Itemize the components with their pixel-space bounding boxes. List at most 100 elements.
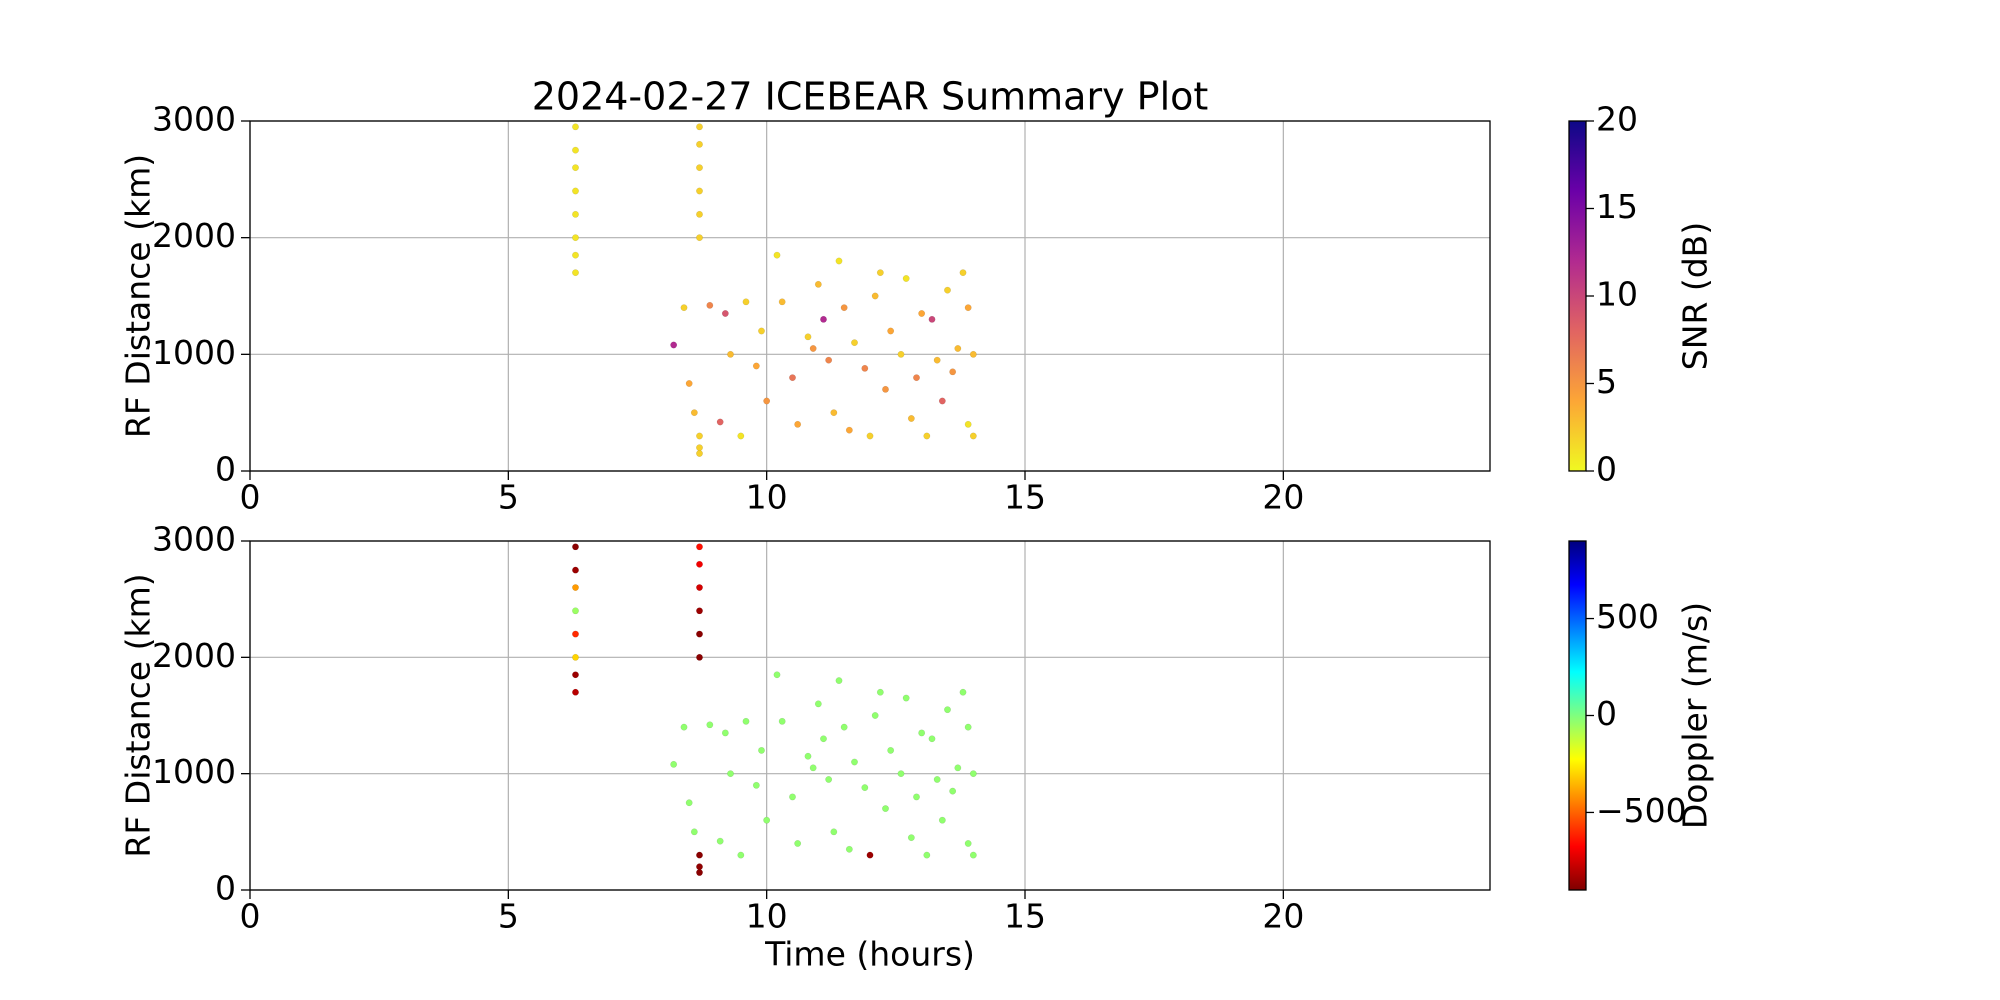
y-axis-label: RF Distance (km) <box>119 573 158 857</box>
point <box>882 385 889 393</box>
point <box>876 269 884 277</box>
point <box>969 770 977 778</box>
point <box>716 418 724 426</box>
colorbar-tick-label: 500 <box>1596 597 1659 636</box>
point <box>696 187 703 195</box>
point <box>809 764 817 772</box>
point <box>737 851 745 859</box>
point <box>871 292 879 300</box>
point <box>866 432 874 440</box>
point <box>964 304 972 312</box>
point <box>680 304 688 312</box>
point <box>773 671 781 679</box>
point <box>716 837 724 845</box>
y-tick-label: 2000 <box>152 216 236 255</box>
point <box>913 793 920 801</box>
point <box>949 787 957 795</box>
point <box>871 712 879 719</box>
x-tick-label: 5 <box>498 897 519 936</box>
colorbar-tick-label: 15 <box>1596 187 1638 226</box>
point <box>897 770 905 778</box>
point <box>696 444 703 452</box>
point <box>690 409 698 417</box>
point <box>696 164 703 172</box>
point <box>804 333 812 341</box>
point <box>949 368 957 376</box>
point <box>789 793 796 801</box>
x-tick-label: 0 <box>240 897 261 936</box>
point <box>696 140 703 148</box>
point <box>696 653 703 661</box>
point <box>902 275 910 282</box>
point <box>752 781 760 789</box>
point <box>696 630 703 638</box>
point <box>866 851 874 859</box>
point <box>572 653 579 661</box>
point <box>727 350 734 358</box>
point <box>964 723 972 731</box>
x-tick-label: 20 <box>1262 897 1304 936</box>
point <box>696 863 703 871</box>
point <box>918 310 926 317</box>
point <box>572 269 579 277</box>
point <box>670 760 678 768</box>
x-tick-label: 10 <box>746 897 788 936</box>
colorbar-tick-label: 0 <box>1596 694 1617 733</box>
point <box>572 607 579 615</box>
point <box>742 717 750 725</box>
point <box>763 397 771 405</box>
y-tick-label: 0 <box>215 869 236 908</box>
point <box>954 345 962 352</box>
x-axis-label: Time (hours) <box>764 935 975 974</box>
point <box>572 251 579 259</box>
y-tick-label: 3000 <box>152 100 236 139</box>
point <box>696 450 703 457</box>
x-tick-label: 20 <box>1262 478 1304 517</box>
point <box>851 339 858 347</box>
point <box>814 280 822 288</box>
point <box>773 251 781 259</box>
y-tick-label: 1000 <box>152 752 236 791</box>
point <box>933 776 941 783</box>
point <box>572 146 579 154</box>
point <box>887 327 895 335</box>
x-tick-label: 0 <box>240 478 261 517</box>
point <box>944 286 951 294</box>
point <box>758 746 765 754</box>
point <box>794 420 802 428</box>
point <box>572 210 579 218</box>
point <box>809 345 817 352</box>
colorbar-tick-label: −500 <box>1596 791 1687 830</box>
point <box>804 752 812 760</box>
point <box>696 851 703 859</box>
point <box>721 729 729 737</box>
point <box>938 397 946 405</box>
point <box>845 426 853 434</box>
point <box>887 746 895 754</box>
point <box>778 298 786 306</box>
point <box>913 374 920 382</box>
point <box>572 671 579 679</box>
point <box>690 828 698 836</box>
y-tick-label: 2000 <box>152 636 236 675</box>
colorbar-label: SNR (dB) <box>1676 222 1715 370</box>
point <box>685 380 693 387</box>
point <box>727 770 734 778</box>
point <box>825 776 833 783</box>
point <box>685 799 693 807</box>
point <box>830 409 838 417</box>
point <box>840 304 848 312</box>
point <box>954 764 962 772</box>
point <box>959 688 967 696</box>
x-tick-label: 15 <box>1004 897 1046 936</box>
y-tick-label: 0 <box>215 450 236 489</box>
point <box>572 566 579 574</box>
chart-title: 2024-02-27 ICEBEAR Summary Plot <box>532 75 1209 119</box>
point <box>907 834 915 842</box>
x-tick-label: 10 <box>746 478 788 517</box>
point <box>825 356 833 364</box>
point <box>959 269 967 277</box>
x-tick-label: 15 <box>1004 478 1046 517</box>
point <box>897 350 905 358</box>
